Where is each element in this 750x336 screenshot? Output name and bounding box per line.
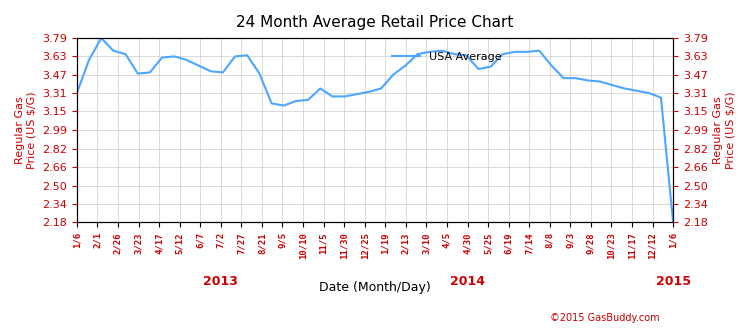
Y-axis label: Regular Gas
Price (US $/G): Regular Gas Price (US $/G)	[15, 91, 37, 169]
Text: 2013: 2013	[203, 275, 238, 288]
Title: 24 Month Average Retail Price Chart: 24 Month Average Retail Price Chart	[236, 15, 514, 30]
X-axis label: Date (Month/Day): Date (Month/Day)	[320, 281, 430, 294]
Y-axis label: Regular Gas
Price (US $/G): Regular Gas Price (US $/G)	[713, 91, 735, 169]
Text: 2015: 2015	[656, 275, 691, 288]
Text: ©2015 GasBuddy.com: ©2015 GasBuddy.com	[550, 312, 660, 323]
Legend: USA Average: USA Average	[388, 47, 506, 66]
Text: 2014: 2014	[450, 275, 485, 288]
